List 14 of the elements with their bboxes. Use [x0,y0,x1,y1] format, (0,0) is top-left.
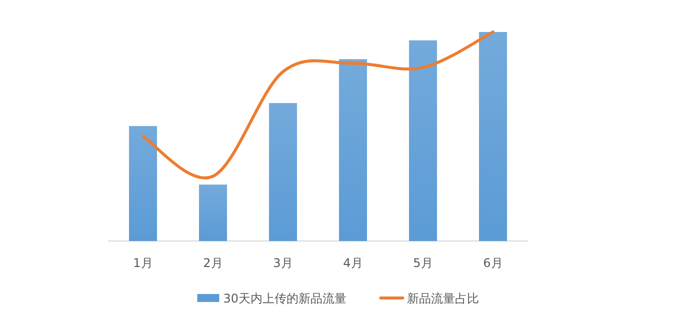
x-tick-label: 6月 [483,256,503,270]
legend-label: 新品流量占比 [406,292,479,306]
bar [479,32,507,241]
bar [269,103,297,241]
x-tick-label: 4月 [343,256,363,270]
x-tick-label: 5月 [413,256,433,270]
bar [199,184,227,241]
bar [129,126,157,241]
x-tick-label: 3月 [273,256,293,270]
bar [409,40,437,241]
bar [339,59,367,241]
x-tick-label: 1月 [133,256,153,270]
legend-label: 30天内上传的新品流量 [223,292,347,306]
x-tick-label: 2月 [203,256,223,270]
